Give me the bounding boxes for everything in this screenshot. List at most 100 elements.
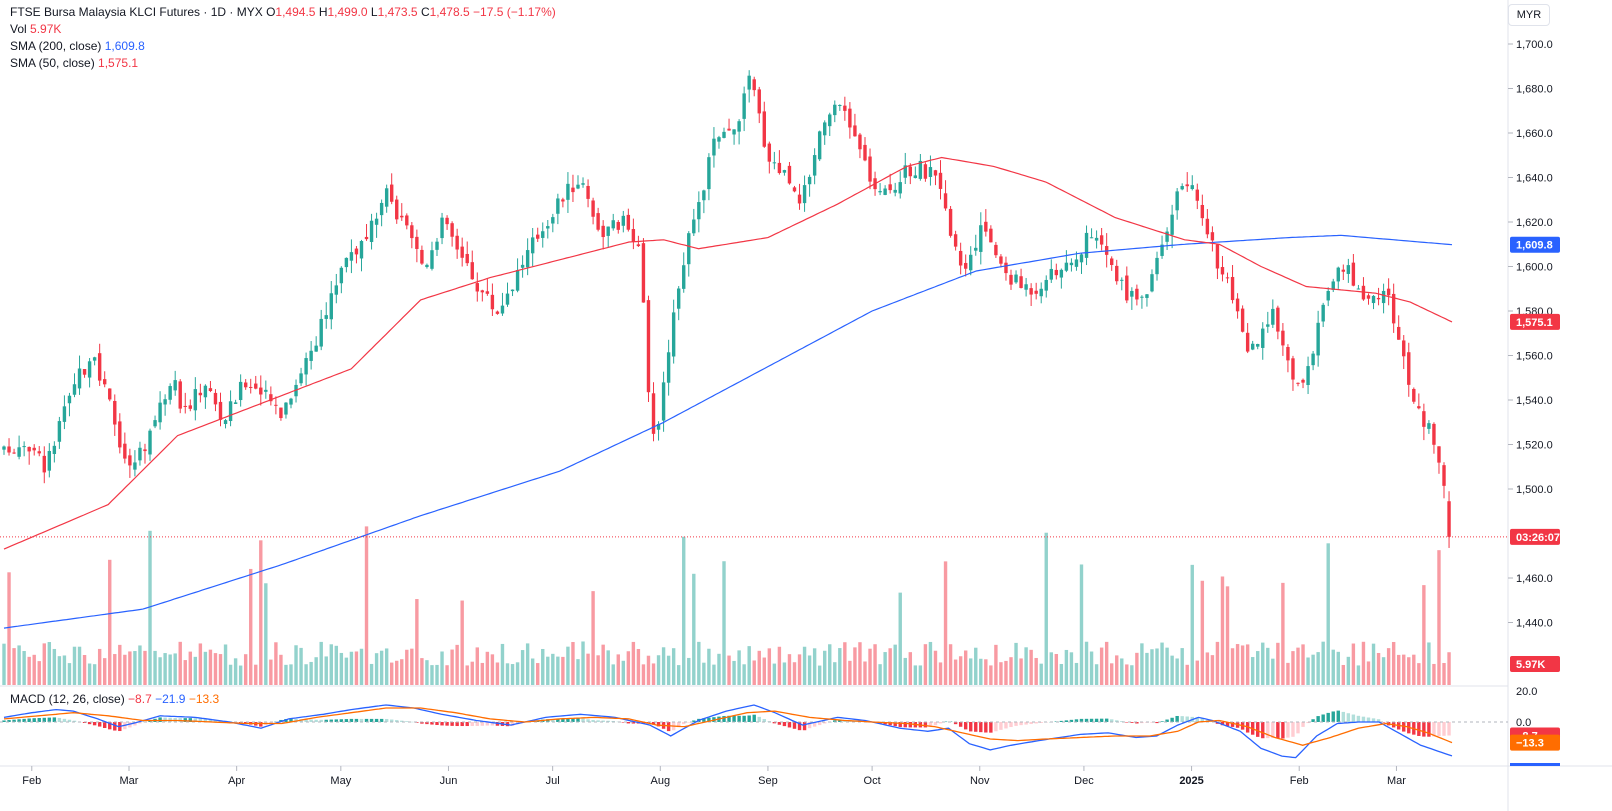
volume-bar bbox=[203, 651, 208, 685]
candle-body bbox=[188, 405, 192, 409]
candle-body bbox=[792, 187, 797, 192]
volume-bar bbox=[425, 660, 429, 685]
candle-body bbox=[1155, 257, 1159, 275]
volume-bar bbox=[410, 648, 414, 685]
macd-legend[interactable]: MACD (12, 26, close) −8.7 −21.9 −13.3 bbox=[10, 692, 219, 706]
time-tick-label: Jul bbox=[546, 775, 560, 787]
macd-hist-bar bbox=[1376, 719, 1381, 722]
volume-bar bbox=[787, 654, 792, 685]
candle-body bbox=[1447, 501, 1451, 537]
symbol-title[interactable]: FTSE Bursa Malaysia KLCI Futures · 1D · … bbox=[10, 5, 263, 19]
candle-body bbox=[1140, 296, 1144, 298]
macd-hist-bar bbox=[651, 722, 656, 725]
candle-body bbox=[510, 289, 515, 292]
volume-bar bbox=[732, 660, 736, 685]
sma200-row[interactable]: SMA (200, close) 1,609.8 bbox=[10, 38, 556, 55]
candle-body bbox=[500, 305, 505, 314]
volume-bar bbox=[833, 662, 837, 685]
candle-body bbox=[1054, 269, 1059, 276]
volume-bar bbox=[249, 568, 253, 685]
macd-hist-bar bbox=[1256, 722, 1260, 737]
candle-body bbox=[817, 131, 822, 160]
macd-hist-bar bbox=[1094, 718, 1099, 722]
candle-body bbox=[833, 104, 837, 116]
candle-body bbox=[807, 176, 812, 185]
candle-body bbox=[420, 249, 424, 264]
volume-bar bbox=[359, 648, 364, 685]
volume-bar bbox=[1074, 662, 1079, 685]
candle-body bbox=[17, 447, 21, 457]
volume-bar bbox=[1346, 656, 1351, 685]
volume-bar bbox=[1195, 660, 1199, 685]
macd-hist-bar bbox=[1024, 722, 1028, 725]
macd-hist-bar bbox=[1185, 716, 1189, 722]
candle-body bbox=[1301, 379, 1305, 383]
volume-bar bbox=[1225, 586, 1230, 685]
volume-bar bbox=[596, 655, 600, 685]
volume-bar bbox=[1422, 585, 1426, 685]
volume-bar bbox=[1044, 532, 1048, 685]
candle-body bbox=[1019, 276, 1023, 288]
macd-signal-value: −13.3 bbox=[188, 692, 220, 706]
vol-label: Vol bbox=[10, 22, 27, 36]
volume-bar bbox=[1215, 641, 1220, 685]
macd-hist-bar bbox=[1059, 720, 1064, 722]
candle-body bbox=[1135, 288, 1139, 300]
volume-bar bbox=[1291, 651, 1295, 685]
volume-bar bbox=[979, 658, 983, 685]
volume-bar bbox=[309, 661, 313, 685]
volume-bar bbox=[1155, 648, 1159, 685]
candle-body bbox=[1145, 294, 1149, 298]
volume-bar bbox=[37, 661, 41, 685]
candle-body bbox=[823, 122, 827, 136]
candle-body bbox=[1412, 388, 1416, 402]
candle-body bbox=[767, 143, 772, 162]
candle-body bbox=[742, 93, 746, 119]
macd-hist-bar bbox=[410, 721, 414, 723]
volume-bar bbox=[1094, 664, 1099, 685]
macd-hist-bar bbox=[702, 718, 706, 722]
volume-bar bbox=[863, 661, 867, 685]
macd-hist-bar bbox=[485, 722, 490, 726]
volume-bar bbox=[1205, 652, 1210, 685]
volume-bar bbox=[1125, 664, 1129, 685]
volume-bar bbox=[1407, 657, 1411, 685]
volume-bar bbox=[274, 642, 278, 685]
candle-body bbox=[692, 219, 696, 234]
volume-bar bbox=[969, 658, 973, 685]
volume-bar bbox=[1432, 663, 1436, 685]
volume-bar bbox=[465, 665, 469, 685]
candle-body bbox=[374, 218, 379, 225]
candle-body bbox=[697, 202, 701, 220]
volume-bar bbox=[1115, 655, 1119, 685]
vol-row[interactable]: Vol 5.97K bbox=[10, 21, 556, 38]
macd-hist-bar bbox=[1120, 721, 1124, 722]
volume-bar bbox=[223, 644, 228, 685]
time-tick-label: Oct bbox=[864, 775, 881, 787]
volume-bar bbox=[103, 658, 107, 685]
volume-bar bbox=[233, 658, 238, 685]
macd-hist-bar bbox=[17, 719, 21, 722]
candle-body bbox=[1024, 284, 1028, 290]
candles bbox=[2, 70, 1451, 548]
volume-bar bbox=[218, 654, 223, 685]
candle-body bbox=[400, 215, 404, 218]
candle-body bbox=[1170, 214, 1174, 235]
candle-body bbox=[551, 217, 555, 224]
sma50-row[interactable]: SMA (50, close) 1,575.1 bbox=[10, 55, 556, 72]
macd-hist-bar bbox=[490, 722, 495, 726]
candle-body bbox=[243, 382, 248, 388]
candle-body bbox=[1321, 304, 1325, 322]
currency-button[interactable]: MYR bbox=[1508, 4, 1550, 26]
volume-bar bbox=[1245, 644, 1250, 685]
candle-body bbox=[435, 241, 439, 250]
volume-bar bbox=[1306, 657, 1310, 685]
volume-bar bbox=[999, 662, 1003, 685]
volume-bar bbox=[455, 644, 459, 685]
macd-hist-bar bbox=[32, 718, 36, 722]
countdown-tag-text: 03:26:07 bbox=[1516, 532, 1560, 544]
volume-bar bbox=[1301, 644, 1305, 685]
candle-body bbox=[732, 129, 736, 135]
candle-body bbox=[495, 311, 500, 314]
